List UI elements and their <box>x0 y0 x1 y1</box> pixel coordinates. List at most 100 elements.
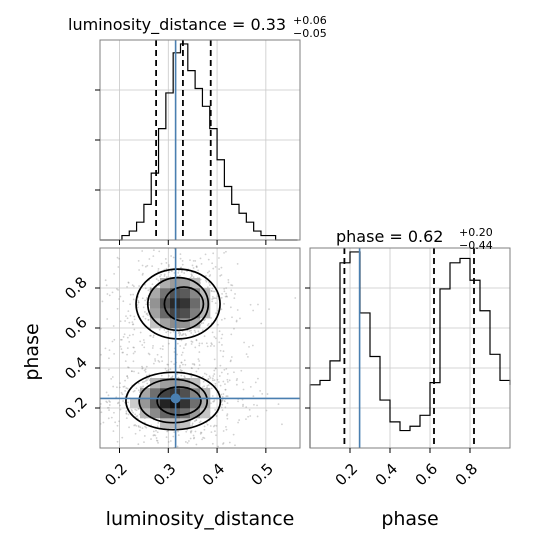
joint-sample-point <box>108 400 111 402</box>
joint-sample-point <box>177 269 180 272</box>
joint-sample-point <box>214 408 217 411</box>
joint-sample-point <box>130 370 133 373</box>
joint-sample-point <box>146 379 148 382</box>
joint-sample-point <box>193 363 195 365</box>
joint-sample-point <box>169 331 172 334</box>
joint-sample-point <box>133 285 135 288</box>
joint-sample-point <box>249 415 252 417</box>
joint-sample-point <box>217 381 220 383</box>
joint-density-cell <box>160 378 171 389</box>
joint-sample-point <box>117 266 120 268</box>
joint-sample-point <box>245 353 248 356</box>
joint-sample-point <box>243 341 245 344</box>
joint-sample-point <box>145 313 148 315</box>
joint-sample-point <box>190 332 193 334</box>
joint-sample-point <box>167 265 170 268</box>
joint-panel: 0.2 0.3 0.4 0.5 0.2 0.4 0.6 0.8 <box>61 247 301 490</box>
joint-sample-point <box>208 270 211 273</box>
joint-sample-point <box>203 385 205 388</box>
y-axis-label-phase: phase <box>21 323 43 380</box>
joint-sample-point <box>171 376 174 379</box>
joint-sample-point <box>141 274 144 276</box>
joint-sample-point <box>152 255 155 257</box>
joint-sample-point <box>176 353 178 356</box>
joint-sample-point <box>108 409 110 411</box>
joint-sample-point <box>116 307 119 310</box>
joint-sample-point <box>190 367 193 369</box>
joint-sample-point <box>220 337 223 340</box>
joint-sample-point <box>133 328 136 331</box>
joint-sample-point <box>116 256 119 259</box>
joint-sample-point <box>213 373 216 375</box>
joint-sample-point <box>108 357 110 360</box>
joint-sample-point <box>213 424 216 427</box>
joint-sample-point <box>134 424 137 426</box>
ld-x-tick-label: 0.5 <box>248 460 278 490</box>
joint-sample-point <box>236 309 239 311</box>
joint-sample-point <box>188 330 191 333</box>
joint-sample-point <box>226 413 229 416</box>
joint-sample-point <box>181 333 184 336</box>
joint-sample-point <box>128 334 131 337</box>
joint-sample-point <box>232 433 235 436</box>
joint-sample-point <box>233 327 235 330</box>
joint-sample-point <box>226 417 229 420</box>
joint-sample-point <box>265 409 268 412</box>
joint-sample-point <box>167 342 170 345</box>
joint-sample-point <box>229 360 232 363</box>
joint-sample-point <box>202 322 205 324</box>
joint-sample-point <box>177 434 180 437</box>
joint-sample-point <box>191 274 193 277</box>
joint-density-cell <box>150 398 161 409</box>
joint-sample-point <box>108 368 110 371</box>
joint-sample-point <box>224 406 227 409</box>
ld-x-tick-label: 0.4 <box>199 460 229 490</box>
joint-sample-point <box>179 257 182 260</box>
joint-sample-point <box>110 416 113 419</box>
ld-marginal-panel: luminosity_distance = 0.33 +0.06 −0.05 <box>68 14 327 245</box>
joint-sample-point <box>180 374 183 377</box>
joint-sample-point <box>131 323 134 326</box>
joint-sample-point <box>126 375 129 378</box>
joint-sample-point <box>111 376 114 378</box>
phase-x-tick-label: 0.8 <box>452 460 482 490</box>
joint-sample-point <box>161 360 164 363</box>
joint-sample-point <box>131 284 134 287</box>
joint-sample-point <box>225 250 227 253</box>
joint-sample-point <box>110 377 113 380</box>
joint-sample-point <box>133 315 136 318</box>
joint-sample-point <box>108 404 111 406</box>
joint-sample-point <box>197 269 199 272</box>
joint-sample-point <box>256 404 258 407</box>
joint-sample-point <box>106 401 109 404</box>
joint-sample-point <box>133 370 135 373</box>
joint-sample-point <box>191 264 194 267</box>
joint-sample-point <box>194 430 197 433</box>
joint-sample-point <box>218 341 221 344</box>
joint-sample-point <box>212 375 215 377</box>
joint-sample-point <box>215 424 218 427</box>
phase-x-tick-label: 0.6 <box>412 460 442 490</box>
joint-sample-point <box>222 350 225 353</box>
joint-sample-point <box>138 285 141 287</box>
joint-sample-point <box>157 279 160 282</box>
joint-sample-point <box>179 333 181 336</box>
joint-sample-point <box>141 264 144 267</box>
joint-sample-point <box>118 386 121 389</box>
joint-sample-point <box>254 381 257 384</box>
joint-sample-point <box>221 409 224 412</box>
joint-sample-point <box>127 281 130 284</box>
joint-sample-point <box>211 331 214 334</box>
joint-sample-point <box>154 360 157 362</box>
joint-sample-point <box>225 425 227 428</box>
joint-sample-point <box>181 351 184 354</box>
joint-sample-point <box>213 358 216 361</box>
joint-sample-point <box>179 253 182 256</box>
joint-sample-point <box>133 318 136 321</box>
joint-sample-point <box>165 331 168 334</box>
joint-sample-point <box>213 399 216 402</box>
joint-sample-point <box>123 333 126 336</box>
joint-sample-point <box>122 300 125 303</box>
joint-sample-point <box>211 298 214 300</box>
joint-density-cell <box>190 318 201 329</box>
